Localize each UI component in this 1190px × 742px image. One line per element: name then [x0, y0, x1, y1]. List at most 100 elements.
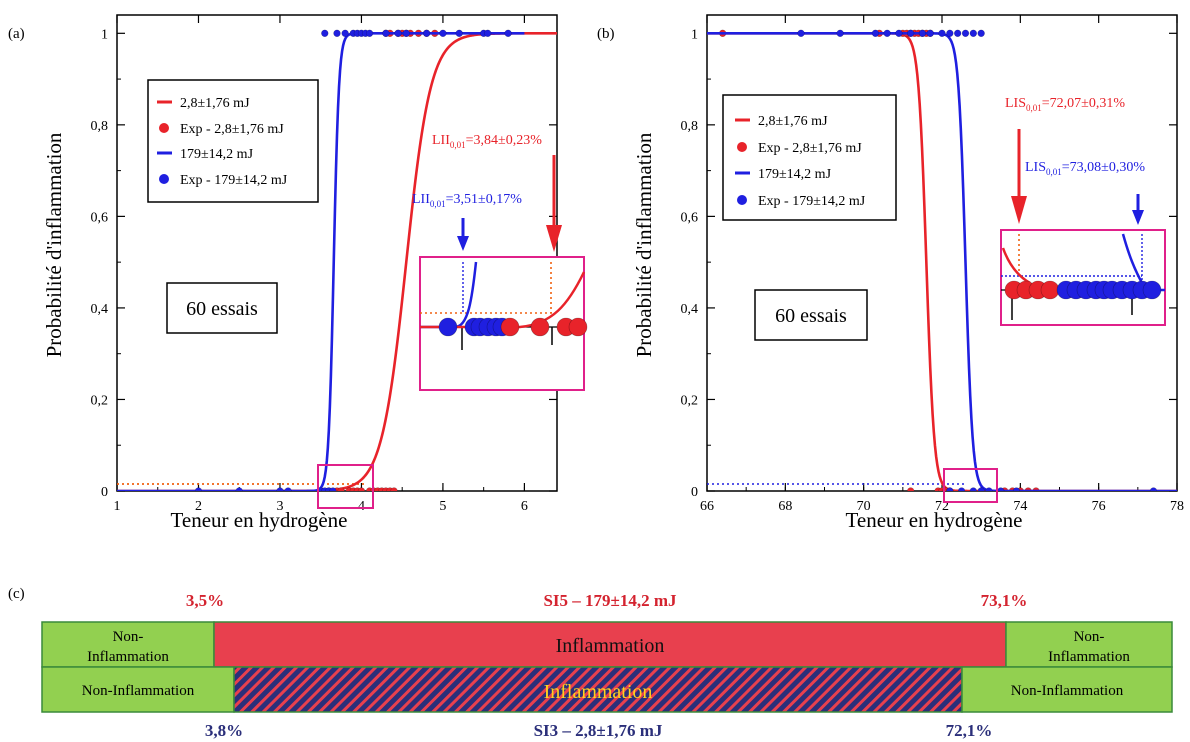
- panel-b-arrow-red: [1011, 129, 1027, 224]
- data-point: [918, 29, 927, 37]
- panel-a-arrow-blue: [457, 218, 469, 251]
- data-point: [365, 29, 374, 37]
- data-point: [337, 487, 345, 491]
- panel-a-annotation-blue: LII0,01=3,51±0,17%: [412, 192, 522, 209]
- y-tick-label: 0,8: [681, 119, 699, 134]
- panel-b-legend-item-1: 2,8±1,76 mJ: [758, 114, 828, 129]
- bottom-right-value: 72,1%: [946, 721, 993, 740]
- x-tick-label: 5: [439, 499, 446, 514]
- data-point: [985, 487, 993, 491]
- panel-b-zoom-source-box: [943, 468, 998, 503]
- panel-c: (c) 3,5% SI5 – 179±14,2 mJ 73,1% Non- In…: [8, 586, 1173, 740]
- data-point: [357, 487, 366, 491]
- data-point: [1012, 487, 1021, 491]
- data-point: [926, 29, 934, 37]
- data-point: [504, 29, 512, 37]
- data-point: [946, 29, 954, 37]
- x-tick-label: 4: [358, 499, 365, 514]
- y-tick-label: 0,6: [91, 210, 109, 225]
- data-point: [276, 487, 284, 491]
- panel-a: (a) 1 2 3 4 5 6 0 0,2 0,4 0,6 0,8 1 Teneur en hydro…: [8, 14, 588, 532]
- bottom-title: SI3 – 2,8±1,76 mJ: [534, 721, 663, 740]
- x-tick-label: 2: [195, 499, 202, 514]
- y-tick-label: 0,6: [681, 210, 699, 225]
- x-tick-label: 66: [700, 499, 714, 514]
- y-tick-label: 0,2: [681, 393, 699, 408]
- data-point: [390, 487, 398, 491]
- data-point: [382, 29, 390, 37]
- inset-curve-red: [1001, 247, 1031, 285]
- row2-left-label: Non-Inflammation: [82, 683, 195, 699]
- panel-a-legend-item-1: 2,8±1,76 mJ: [180, 96, 250, 111]
- data-point: [329, 487, 337, 491]
- inset-point: [1142, 280, 1162, 300]
- x-tick-label: 1: [114, 499, 121, 514]
- data-point: [871, 29, 880, 37]
- panel-b-trials-label: 60 essais: [775, 305, 847, 327]
- x-tick-label: 74: [1013, 499, 1027, 514]
- data-point: [194, 487, 203, 491]
- panel-b-legend-item-4: Exp - 179±14,2 mJ: [758, 194, 866, 209]
- panel-b-legend-item-3: 179±14,2 mJ: [758, 167, 832, 182]
- row2-center-label: Inflammation: [544, 681, 653, 703]
- data-point: [439, 29, 447, 37]
- panel-b-annotation-blue: LIS0,01=73,08±0,30%: [1025, 160, 1145, 177]
- row1-right-line1: Non-: [1074, 629, 1105, 645]
- panel-b-legend: 2,8±1,76 mJ Exp - 2,8±1,76 mJ 179±14,2 m…: [722, 94, 897, 221]
- panel-a-legend: 2,8±1,76 mJ Exp - 2,8±1,76 mJ 179±14,2 m…: [147, 79, 319, 203]
- y-tick-label: 0: [691, 485, 698, 500]
- top-title: SI5 – 179±14,2 mJ: [543, 591, 677, 610]
- panel-a-legend-item-2: Exp - 2,8±1,76 mJ: [180, 122, 284, 137]
- top-left-value: 3,5%: [186, 591, 224, 610]
- panel-b-zoom-inset: [1000, 229, 1166, 326]
- panel-c-label: (c): [8, 586, 25, 602]
- data-point: [394, 29, 402, 37]
- x-tick-label: 70: [857, 499, 871, 514]
- x-tick-label: 3: [276, 499, 283, 514]
- data-point: [836, 29, 844, 37]
- data-point: [977, 29, 985, 37]
- data-point: [321, 29, 329, 37]
- panel-b-trials-box: [754, 289, 868, 341]
- data-point: [895, 29, 903, 37]
- row1-center-label: Inflammation: [556, 635, 665, 657]
- data-point: [907, 29, 915, 37]
- y-tick-label: 1: [101, 27, 108, 42]
- row2-non-inflammation-left: [41, 666, 235, 713]
- data-point: [402, 29, 410, 37]
- panel-a-series: [117, 29, 557, 491]
- data-point: [946, 487, 954, 491]
- data-point: [333, 29, 341, 37]
- panel-a-label: (a): [8, 26, 25, 42]
- inset-point: [530, 317, 550, 337]
- row2-right-label: Non-Inflammation: [1011, 683, 1124, 699]
- row1-non-inflammation-left: [41, 621, 215, 668]
- panel-b-annotation-red: LIS0,01=72,07±0,31%: [1005, 96, 1125, 113]
- panel-b-legend-item-2: Exp - 2,8±1,76 mJ: [758, 141, 862, 156]
- data-point: [969, 29, 977, 37]
- inset-point: [568, 317, 588, 337]
- panel-a-annotation-red: LII0,01=3,84±0,23%: [432, 133, 542, 150]
- panel-b-label: (b): [597, 26, 615, 42]
- y-tick-label: 0,4: [681, 302, 699, 317]
- data-point: [954, 29, 962, 37]
- data-point: [484, 29, 492, 37]
- panel-a-zoom-inset: [419, 256, 588, 391]
- data-point: [422, 29, 431, 37]
- data-point: [455, 29, 463, 37]
- panel-b-series: [707, 29, 1177, 491]
- top-right-value: 73,1%: [981, 591, 1028, 610]
- data-point: [969, 487, 977, 491]
- y-tick-label: 0,2: [91, 393, 109, 408]
- x-tick-label: 78: [1170, 499, 1184, 514]
- panel-b-arrow-blue: [1132, 194, 1144, 225]
- x-tick-label: 76: [1092, 499, 1106, 514]
- data-point: [961, 29, 970, 37]
- row1-non-inflammation-right: [1005, 621, 1173, 668]
- panel-b-ylabel: Probabilité d'inflammation: [632, 132, 656, 357]
- row2-inflammation-band: [233, 666, 963, 713]
- data-point: [1149, 487, 1158, 491]
- data-point: [997, 487, 1005, 491]
